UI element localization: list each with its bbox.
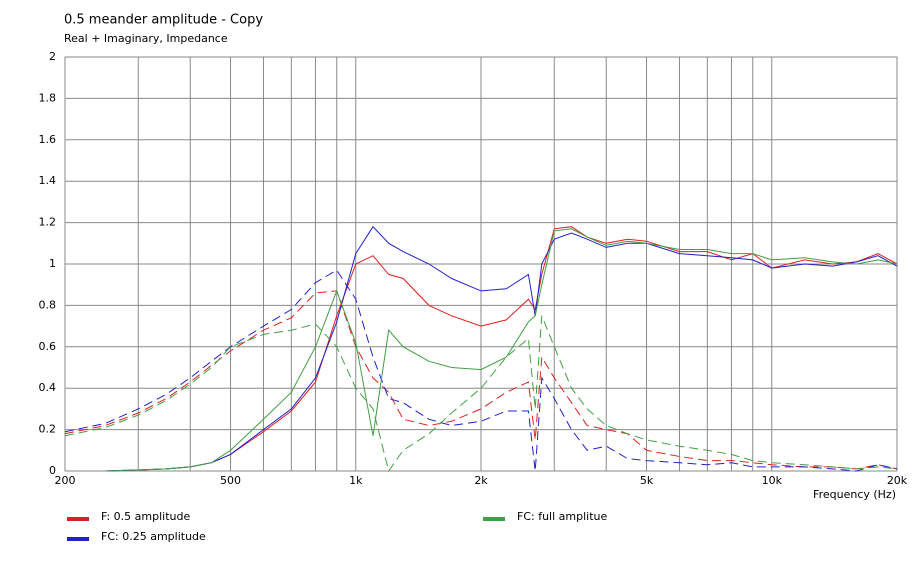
x-tick-label: 20k: [887, 474, 908, 487]
x-tick-label: 200: [55, 474, 76, 487]
legend-label: FC: full amplitue: [517, 510, 607, 523]
y-tick-label: 0.2: [39, 423, 57, 436]
y-tick-label: 1.4: [39, 174, 57, 187]
imaginary-line: [64, 315, 898, 473]
y-tick-label: 1.2: [39, 216, 57, 229]
y-tick-label: 1.6: [39, 133, 57, 146]
x-tick-label: 10k: [762, 474, 783, 487]
y-tick-label: 1.8: [39, 91, 57, 104]
legend-label: F: 0.5 amplitude: [101, 510, 190, 523]
y-tick-label: 0.8: [39, 298, 57, 311]
x-tick-label: 5k: [640, 474, 654, 487]
x-axis-label: Frequency (Hz): [813, 488, 896, 501]
imaginary-line: [64, 269, 898, 472]
y-tick-label: 0.6: [39, 340, 57, 353]
y-tick-label: 0: [49, 464, 56, 477]
chart-title: 0.5 meander amplitude - Copy: [64, 13, 263, 28]
chart-subtitle: Real + Imaginary, Impedance: [64, 32, 228, 45]
x-tick-label: 2k: [474, 474, 488, 487]
y-tick-label: 0.4: [39, 381, 57, 394]
y-tick-label: 1: [49, 257, 56, 270]
x-tick-label: 1k: [349, 474, 363, 487]
real-line: [105, 228, 898, 472]
real-line: [105, 225, 898, 472]
y-tick-label: 2: [49, 50, 56, 63]
legend-label: FC: 0.25 amplitude: [101, 530, 206, 543]
x-tick-label: 500: [220, 474, 241, 487]
